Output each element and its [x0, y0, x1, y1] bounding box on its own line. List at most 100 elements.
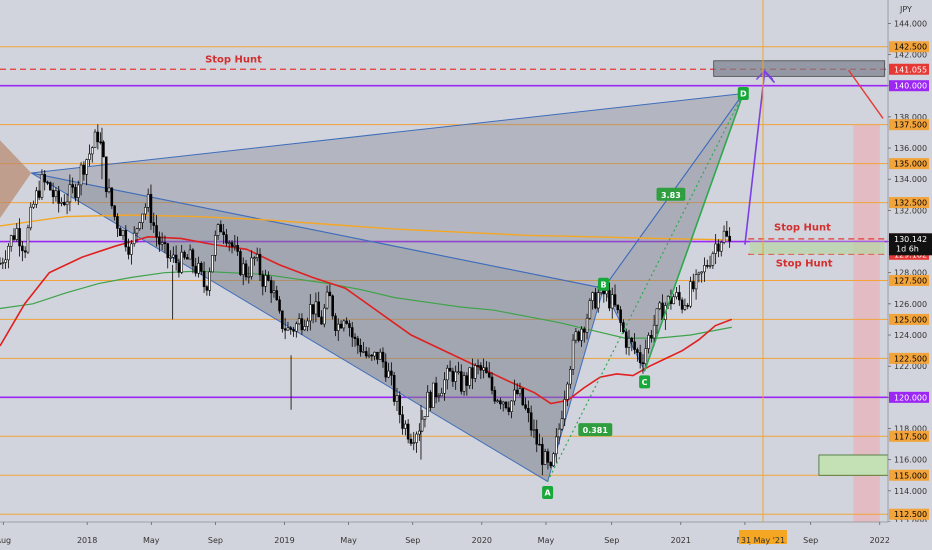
candle-body	[93, 131, 97, 149]
candle-body	[172, 254, 175, 258]
candle-body	[457, 371, 460, 373]
candle-body	[728, 235, 731, 242]
candle-body	[152, 222, 156, 226]
candle-body	[297, 318, 301, 325]
x-tick-label: 2020	[472, 536, 492, 545]
candle-body	[239, 251, 242, 275]
candle-body	[415, 433, 418, 443]
candle-body	[303, 326, 306, 331]
pattern-point-a: A	[542, 485, 554, 499]
pattern-point-c: C	[639, 375, 651, 389]
candle-body	[323, 307, 326, 325]
candle-body	[233, 244, 237, 247]
candle-body	[487, 372, 491, 378]
candle-body	[281, 310, 284, 330]
candle-body	[582, 328, 586, 333]
projection-arrowhead	[755, 69, 774, 80]
candle-body	[118, 228, 122, 237]
candle-body	[404, 423, 407, 429]
candle-body	[90, 147, 94, 155]
level-tag: 142.500	[889, 41, 929, 53]
candle-body	[144, 207, 147, 215]
candle-body	[230, 242, 234, 247]
candle-body	[680, 299, 684, 310]
candle-body	[32, 203, 35, 208]
x-tick-label: 2018	[77, 536, 97, 545]
candle-body	[608, 290, 611, 309]
candle-body	[686, 305, 689, 307]
candle-body	[569, 369, 572, 385]
candle-body	[331, 295, 334, 317]
candle-body	[616, 304, 620, 311]
candle-body	[418, 430, 421, 435]
candle-body	[630, 337, 634, 343]
candle-body	[350, 327, 354, 338]
candle-body	[267, 275, 270, 281]
candle-body	[493, 390, 497, 402]
last-price-value: 130.142	[894, 235, 927, 244]
level-tag-bg	[889, 63, 929, 75]
candle-body	[370, 354, 374, 357]
candle-body	[501, 401, 505, 405]
candle-body	[697, 272, 701, 275]
level-tag-text: 137.500	[894, 121, 927, 130]
candle-body	[552, 453, 555, 467]
candle-body	[541, 444, 544, 465]
y-tick-label: 138.000	[894, 113, 927, 122]
candle-body	[359, 344, 362, 353]
candle-body	[376, 351, 379, 360]
candle-body	[200, 262, 203, 272]
candle-body	[124, 230, 128, 248]
candle-body	[356, 338, 360, 346]
candle-body	[278, 299, 281, 312]
stop-hunt-label: Stop Hunt	[776, 258, 833, 269]
level-tag: 135.000	[889, 158, 929, 170]
level-tag-bg	[889, 352, 929, 364]
candle-body	[63, 201, 66, 206]
time-axis	[0, 522, 932, 550]
candle-body	[409, 438, 413, 444]
candle-body	[655, 308, 659, 326]
candle-body	[9, 235, 13, 247]
candle-body	[644, 348, 648, 365]
candle-body	[412, 442, 416, 444]
candle-body	[272, 290, 276, 294]
fib-label: 3.83	[656, 187, 686, 201]
candle-body	[633, 341, 636, 350]
candle-body	[99, 141, 102, 144]
candle-body	[334, 315, 337, 331]
candle-body	[722, 230, 726, 243]
level-tag: 117.500	[889, 430, 929, 442]
candle-body	[465, 375, 469, 386]
candle-body	[82, 164, 86, 175]
candle-body	[286, 327, 290, 331]
x-tick-label: May	[143, 536, 160, 545]
candle-body	[390, 370, 393, 376]
candle-body	[292, 329, 295, 332]
level-tag-text: 125.000	[894, 315, 927, 324]
candle-body	[225, 234, 228, 244]
candle-body	[580, 328, 583, 341]
ma-red-line	[0, 236, 733, 405]
candle-body	[521, 388, 525, 406]
candle-body	[68, 184, 72, 203]
candle-body	[605, 290, 608, 295]
candle-body	[406, 423, 410, 440]
candle-body	[57, 190, 60, 204]
candle-body	[591, 292, 594, 301]
x-tick-label: Aug	[0, 536, 11, 545]
candle-body	[694, 274, 698, 290]
candle-body	[241, 263, 245, 275]
candle-body	[708, 265, 712, 267]
candle-body	[610, 294, 614, 309]
candle-body	[40, 174, 44, 198]
candle-body	[510, 400, 513, 412]
candle-body	[529, 412, 533, 431]
candle-body	[96, 131, 100, 143]
y-tick-label: 142.000	[894, 51, 927, 60]
level-tag-text: 141.055	[894, 65, 927, 74]
candle-body	[342, 320, 346, 329]
candle-body	[652, 324, 656, 339]
